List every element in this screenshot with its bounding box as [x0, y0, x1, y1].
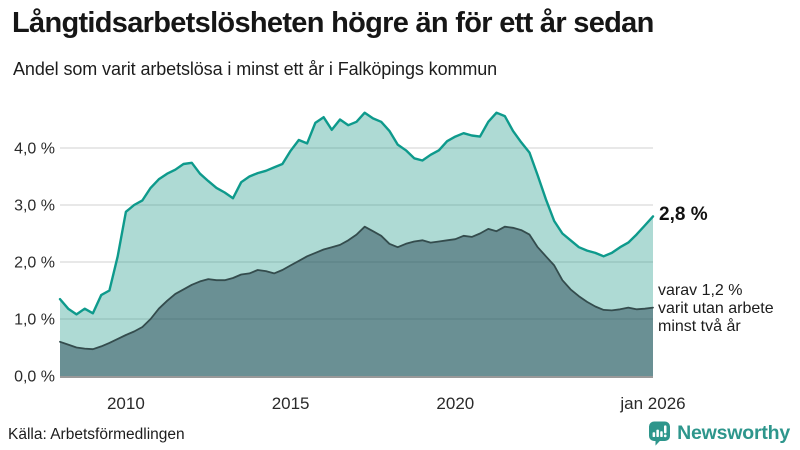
- secondary-value-annotation: varav 1,2 % varit utan arbete minst två …: [658, 282, 774, 335]
- page-subtitle: Andel som varit arbetslösa i minst ett å…: [13, 59, 498, 79]
- page-title: Långtidsarbetslösheten högre än för ett …: [12, 7, 654, 39]
- source-credit: Källa: Arbetsförmedlingen: [8, 426, 185, 443]
- line-minst-ett-ar: [58, 111, 655, 316]
- x-tick-label: 2010: [107, 394, 145, 413]
- latest-value-annotation: 2,8 %: [659, 204, 708, 225]
- brand-wordmark: Newsworthy: [677, 422, 790, 444]
- y-tick-label: 0,0 %: [14, 369, 55, 386]
- bar-chart-speech-bubble-icon: [649, 421, 671, 446]
- y-tick-label: 4,0 %: [14, 141, 55, 158]
- y-tick-label: 1,0 %: [14, 312, 55, 329]
- x-tick-label: 2015: [272, 394, 310, 413]
- y-tick-label: 2,0 %: [14, 255, 55, 272]
- newsworthy-logo: Newsworthy: [648, 421, 790, 446]
- y-tick-label: 3,0 %: [14, 198, 55, 215]
- x-tick-label: 2020: [436, 394, 474, 413]
- line-minst-tva-ar: [59, 225, 654, 351]
- x-tick-label: jan 2026: [619, 394, 685, 413]
- area-fill-minst-tva-ar: [60, 226, 653, 376]
